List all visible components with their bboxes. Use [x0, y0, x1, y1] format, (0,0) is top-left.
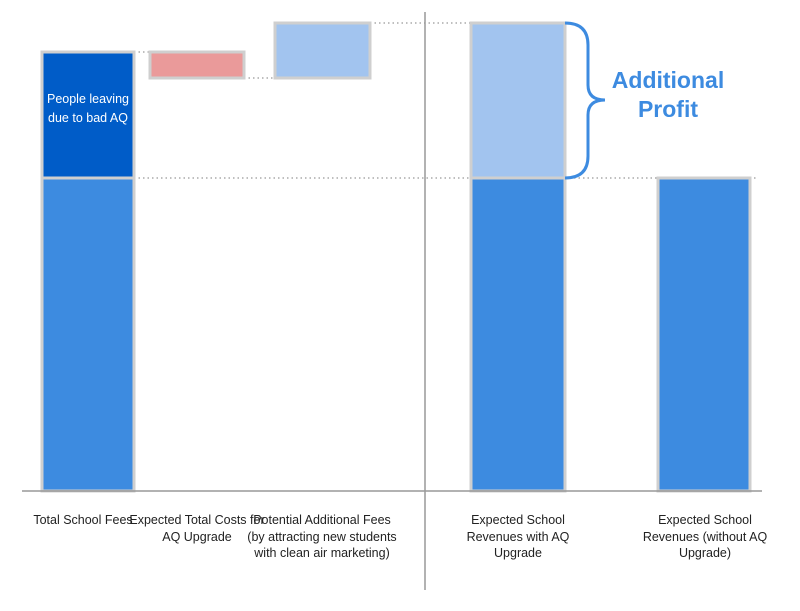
curly-brace-icon [564, 21, 606, 180]
x-tick-label: Total School Fees [33, 513, 133, 527]
bar-segment-lost [40, 50, 136, 180]
x-tick-label: Expected School Revenues with AQ Upgrade [466, 513, 570, 560]
x-tick-label: Potential Additional Fees (by attracting… [247, 513, 397, 560]
additional-profit-annotation: Additional Profit [611, 67, 725, 122]
x-tick-label: Expected School Revenues (without AQ Upg… [642, 513, 768, 560]
inner-bar-label: People leaving due to bad AQ [46, 92, 129, 125]
bar-segment-gain [273, 21, 372, 80]
bar-segment-retained [40, 176, 136, 493]
x-tick-label: Expected Total Costs for AQ Upgrade [129, 513, 265, 544]
bar-segment-gain [469, 21, 567, 180]
bar-segment-cost [148, 50, 246, 80]
bar-segment-retained [656, 176, 752, 493]
bar-segment-retained [469, 176, 567, 493]
